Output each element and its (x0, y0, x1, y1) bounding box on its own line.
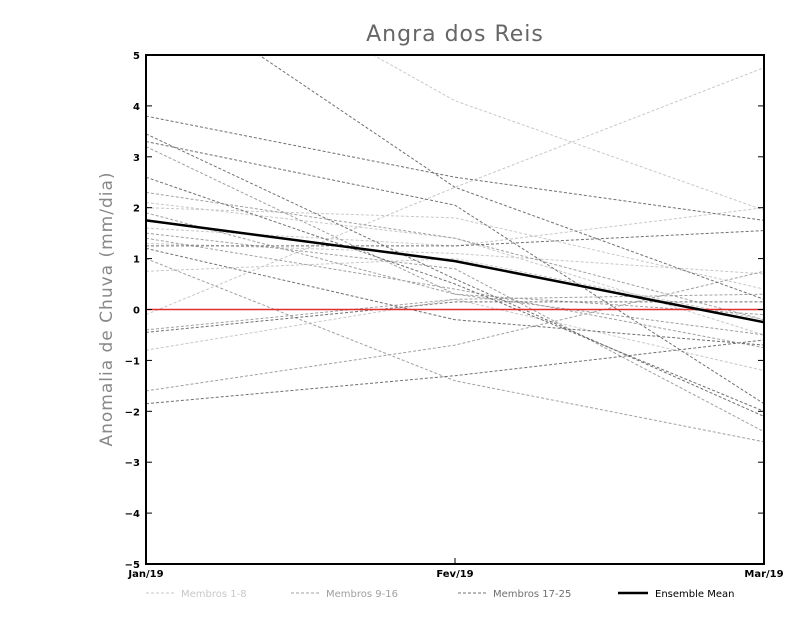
y-tick-label: −2 (125, 407, 140, 418)
member-line-8 (146, 242, 764, 275)
legend-item-group-1: Membros 1-8 (146, 589, 247, 600)
legend-item-ensemble-mean: Ensemble Mean (618, 589, 734, 600)
member-line-3 (146, 207, 764, 290)
x-tick-label: Mar/19 (744, 569, 783, 580)
x-tick-label: Fev/19 (436, 569, 473, 580)
member-line-9 (146, 191, 764, 321)
series-layer (146, 55, 764, 443)
x-axis: Jan/19 Fev/19 Mar/19 (127, 558, 784, 580)
y-tick-label: 1 (133, 255, 140, 266)
member-line-6 (146, 207, 764, 247)
legend-item-group-2: Membros 9-16 (291, 589, 398, 600)
legend: Membros 1-8 Membros 9-16 Membros 17-25 E… (146, 589, 734, 600)
y-tick-label: −3 (125, 458, 140, 469)
y-tick-label: 0 (133, 306, 140, 317)
member-line-17 (146, 115, 764, 221)
member-line-21 (146, 176, 764, 412)
member-line-23 (258, 55, 764, 300)
y-tick-label: −4 (125, 509, 140, 520)
legend-label-group-1: Membros 1-8 (181, 589, 247, 600)
legend-label-group-2: Membros 9-16 (326, 589, 398, 600)
member-line-11 (146, 232, 764, 433)
member-line-7 (372, 55, 764, 211)
y-tick-label: −5 (125, 560, 140, 571)
legend-label-ensemble-mean: Ensemble Mean (655, 589, 734, 600)
member-line-20 (146, 301, 764, 333)
member-line-12 (146, 146, 764, 336)
legend-item-group-3: Membros 17-25 (458, 589, 571, 600)
chart-title: Angra dos Reis (366, 22, 544, 47)
member-line-18 (146, 133, 764, 417)
member-line-19 (146, 339, 764, 405)
y-tick-label: 4 (133, 102, 140, 113)
y-axis: 5 4 3 2 1 0 −1 −2 −3 −4 −5 (125, 51, 764, 571)
member-line-15 (146, 258, 764, 443)
member-line-13 (146, 212, 764, 316)
legend-label-group-3: Membros 17-25 (493, 589, 571, 600)
ensemble-mean-line (146, 219, 764, 324)
member-line-16 (146, 237, 764, 349)
member-line-24 (146, 141, 764, 405)
member-line-22 (146, 230, 764, 247)
y-tick-label: 3 (133, 153, 140, 164)
y-axis-label: Anomalia de Chuva (mm/dia) (97, 171, 117, 446)
y-tick-label: −1 (125, 356, 140, 367)
y-tick-label: 5 (133, 51, 140, 62)
member-line-10 (146, 270, 764, 392)
member-line-25 (146, 247, 764, 346)
member-line-14 (146, 293, 764, 331)
y-tick-label: 2 (133, 204, 140, 215)
mean-layer (146, 219, 764, 324)
x-tick-label: Jan/19 (127, 569, 163, 580)
